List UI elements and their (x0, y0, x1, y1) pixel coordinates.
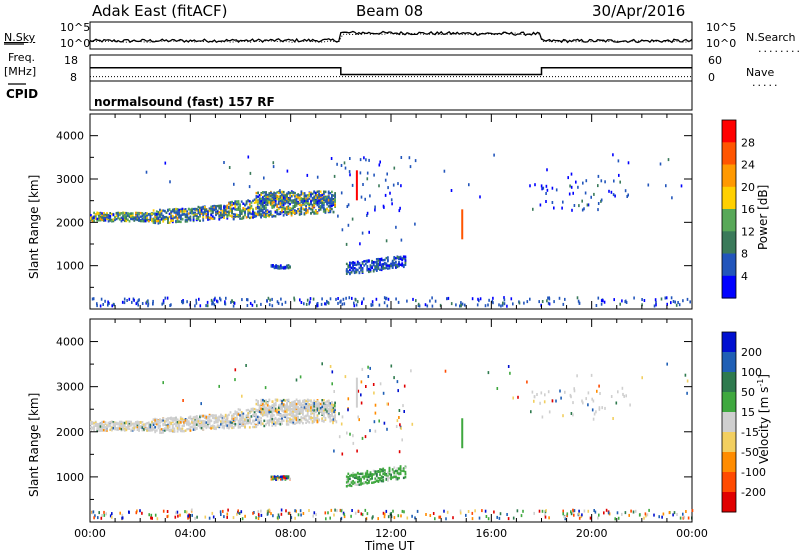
beam-title: Beam 08 (356, 2, 424, 20)
velocity-scatter (90, 362, 694, 521)
velocity-colorbar-segment (722, 352, 736, 373)
nsearch-label: N.Search (746, 31, 796, 44)
freq-tick-left-high: 18 (64, 54, 78, 67)
time-tick-label: 00:00 (74, 527, 106, 540)
velocity-colorbar-tick-label: -15 (741, 426, 759, 439)
power-colorbar-segment (722, 186, 736, 210)
nave-label: Nave (746, 66, 775, 79)
frequency-panel (8, 54, 693, 111)
velocity-colorbar-segment (722, 412, 736, 433)
velocity-colorbar-title-exp: -1 (756, 378, 765, 387)
power-colorbar-tick-label: 24 (741, 159, 755, 172)
power-colorbar-tick-label: 16 (741, 203, 755, 216)
velocity-ytick-label: 4000 (56, 336, 84, 349)
velocity-panel: 1000 2000 3000 4000 00:00 04:00 08:00 12:00 16:0… (56, 318, 708, 540)
power-colorbar-segment (722, 120, 736, 143)
velocity-colorbar-tick-label: 15 (741, 406, 755, 419)
power-colorbar-segment (722, 164, 736, 188)
velocity-colorbar-tick-label: -100 (741, 466, 766, 479)
power-colorbar-tick-label: 8 (741, 248, 748, 261)
velocity-ytick-label: 3000 (56, 381, 84, 394)
power-ytick-label: 3000 (56, 173, 84, 186)
nave-legend-dots: ····· (752, 79, 780, 92)
velocity-frame (89, 318, 693, 523)
freq-tick-right-low: 0 (708, 71, 715, 84)
station-title: Adak East (fitACF) (92, 2, 228, 20)
colorbars: 4 8 12 16 20 24 28 200 100 50 15 -15 -50 -100 -200 (721, 119, 766, 513)
nsearch-legend-dots: ········ (758, 45, 800, 58)
noise-tick-right-high: 10^5 (706, 21, 737, 34)
time-tick-label: 04:00 (174, 527, 206, 540)
time-tick-label: 08:00 (275, 527, 307, 540)
power-colorbar-segment (722, 275, 736, 299)
time-tick-label: 20:00 (576, 527, 608, 540)
velocity-colorbar-segment (722, 492, 736, 513)
cpid-label: CPID (6, 87, 39, 101)
time-tick-label: 00:00 (676, 527, 708, 540)
power-panel: 1000 2000 3000 4000 (56, 113, 693, 310)
noise-panel (4, 21, 693, 50)
velocity-colorbar-segment (722, 432, 736, 453)
power-colorbar-segment (722, 142, 736, 166)
power-ytick-label: 1000 (56, 260, 84, 273)
noise-tick-left-low: 10^0 (60, 37, 91, 50)
velocity-colorbar-tick-label: -200 (741, 486, 766, 499)
velocity-colorbar-tick-label: -50 (741, 446, 759, 459)
cpid-frame (89, 80, 693, 111)
noise-frame (89, 21, 693, 50)
noise-tick-left-high: 10^5 (60, 21, 91, 34)
velocity-colorbar-segment (722, 392, 736, 413)
velocity-colorbar-segment (722, 452, 736, 473)
nsky-label: N.Sky (4, 31, 36, 44)
freq-label-line1: Freq. (8, 51, 36, 64)
velocity-ytick-label: 2000 (56, 426, 84, 439)
velocity-colorbar-tick-label: 100 (741, 366, 762, 379)
velocity-ytick-label: 1000 (56, 471, 84, 484)
power-colorbar-tick-label: 28 (741, 136, 755, 149)
velocity-yaxis-title: Slant Range [km] (27, 392, 41, 497)
power-yaxis-title: Slant Range [km] (27, 174, 41, 279)
freq-series-line (90, 66, 692, 76)
power-ytick-label: 2000 (56, 216, 84, 229)
freq-label-line2: [MHz] (4, 65, 37, 78)
date-title: 30/Apr/2016 (592, 2, 686, 20)
nsky-series-line (89, 30, 693, 44)
power-colorbar-tick-label: 20 (741, 181, 755, 194)
power-colorbar-frame (721, 119, 737, 299)
velocity-colorbar-segment (722, 332, 736, 353)
power-colorbar-segment (722, 231, 736, 255)
time-tick-label: 16:00 (475, 527, 507, 540)
time-axis-title: Time UT (365, 539, 415, 553)
power-colorbar-tick-label: 4 (741, 270, 748, 283)
power-colorbar-title: Power [dB] (756, 184, 770, 250)
time-tick-label: 12:00 (375, 527, 407, 540)
freq-tick-right-high: 60 (708, 54, 722, 67)
program-name: normalsound (fast) 157 RF (94, 95, 275, 109)
velocity-colorbar-title-close: ] (757, 374, 771, 379)
power-ytick-label: 4000 (56, 130, 84, 143)
power-colorbar-segment (722, 209, 736, 232)
velocity-colorbar-segment (722, 472, 736, 493)
noise-tick-right-low: 10^0 (706, 37, 737, 50)
velocity-colorbar-title: Velocity [m s-1] (756, 374, 771, 464)
velocity-colorbar-tick-label: 200 (741, 346, 762, 359)
power-colorbar-segment (722, 253, 736, 277)
freq-tick-left-low: 8 (70, 71, 77, 84)
velocity-colorbar-title-text: Velocity [m s (757, 386, 771, 464)
velocity-colorbar-frame (721, 331, 737, 513)
power-colorbar-tick-label: 12 (741, 225, 755, 238)
power-scatter (90, 153, 691, 308)
power-frame (89, 113, 693, 310)
nsearch-series-line (89, 32, 693, 43)
velocity-colorbar-tick-label: 50 (741, 386, 755, 399)
velocity-colorbar-segment (722, 372, 736, 393)
